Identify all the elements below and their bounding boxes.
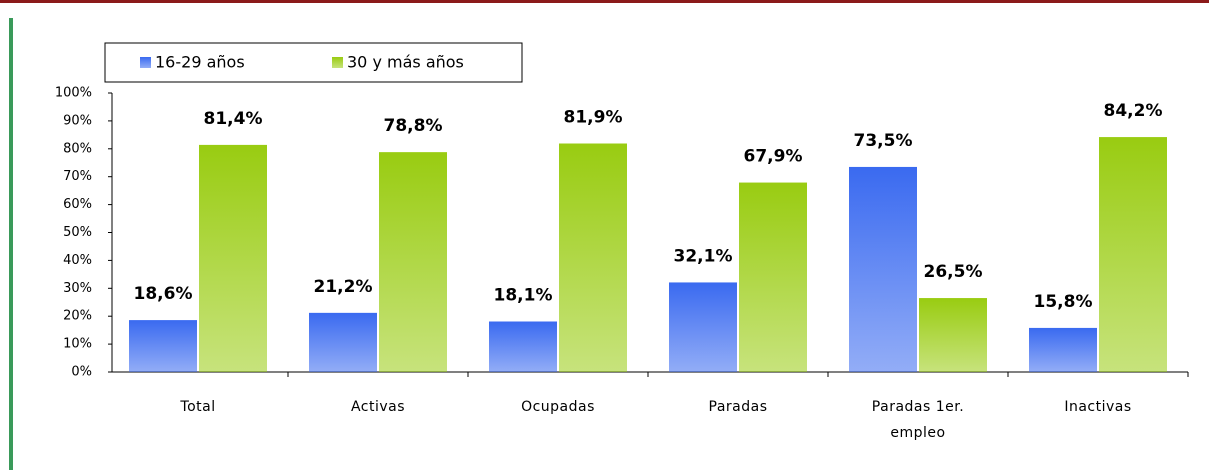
data-label: 73,5% bbox=[854, 131, 913, 151]
bar bbox=[309, 312, 377, 372]
data-label: 18,6% bbox=[134, 284, 193, 304]
side-rule bbox=[9, 18, 13, 470]
y-tick-label: 100% bbox=[55, 86, 92, 101]
y-tick-label: 10% bbox=[63, 337, 92, 352]
data-label: 26,5% bbox=[924, 262, 983, 282]
y-tick-label: 40% bbox=[63, 253, 92, 268]
data-label: 81,9% bbox=[564, 107, 623, 127]
y-tick-label: 0% bbox=[71, 365, 92, 380]
bar bbox=[919, 298, 987, 372]
data-label: 21,2% bbox=[314, 277, 373, 297]
data-label: 32,1% bbox=[674, 246, 733, 266]
x-tick-label: Inactivas bbox=[1064, 399, 1132, 415]
y-tick-label: 60% bbox=[63, 197, 92, 212]
y-tick-label: 70% bbox=[63, 169, 92, 184]
x-tick-label: Ocupadas bbox=[521, 399, 595, 415]
x-tick-label: Paradas bbox=[708, 399, 768, 415]
y-tick-label: 20% bbox=[63, 309, 92, 324]
data-label: 81,4% bbox=[204, 109, 263, 129]
bar bbox=[1099, 137, 1167, 372]
y-tick-label: 50% bbox=[63, 225, 92, 240]
legend-swatch bbox=[332, 57, 343, 68]
bar bbox=[739, 182, 807, 372]
y-tick-label: 90% bbox=[63, 113, 92, 128]
legend-box bbox=[104, 42, 523, 83]
bar bbox=[379, 152, 447, 372]
data-label: 15,8% bbox=[1034, 292, 1093, 312]
top-rule bbox=[0, 0, 1209, 3]
bar bbox=[1029, 327, 1097, 372]
data-label: 84,2% bbox=[1104, 101, 1163, 121]
legend-swatch bbox=[140, 57, 151, 68]
bar bbox=[489, 321, 557, 372]
data-label: 67,9% bbox=[744, 147, 803, 167]
legend-label: 30 y más años bbox=[347, 53, 464, 72]
legend-label: 16-29 años bbox=[155, 53, 245, 72]
bar bbox=[129, 320, 197, 372]
x-tick-label: Paradas 1er. empleo bbox=[871, 399, 965, 441]
y-tick-label: 30% bbox=[63, 281, 92, 296]
bar bbox=[669, 282, 737, 372]
data-label: 18,1% bbox=[494, 286, 553, 306]
x-tick-label: Total bbox=[180, 399, 216, 415]
data-label: 78,8% bbox=[384, 116, 443, 136]
bar bbox=[559, 143, 627, 372]
x-tick-label: Activas bbox=[350, 399, 406, 415]
y-tick-label: 80% bbox=[63, 141, 92, 156]
bar bbox=[199, 144, 267, 372]
bar bbox=[849, 166, 917, 372]
